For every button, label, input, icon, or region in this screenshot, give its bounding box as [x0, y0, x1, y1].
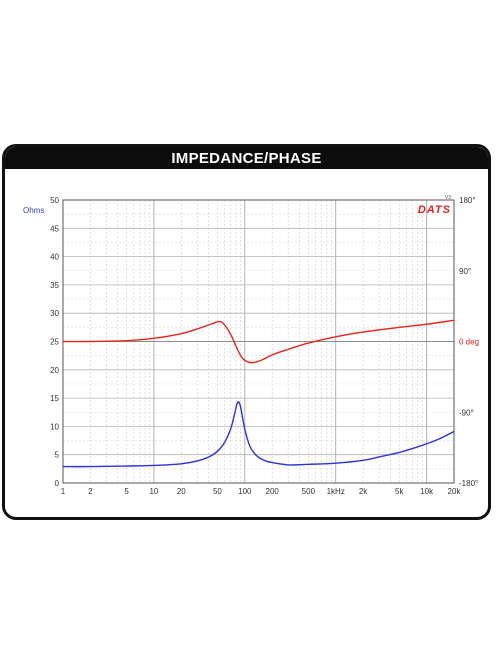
- y2-tick-label: 180°: [459, 196, 476, 205]
- x-tick-label: 10k: [420, 487, 434, 496]
- x-tick-label: 5: [124, 487, 129, 496]
- y-tick-label: 45: [50, 224, 59, 233]
- brand-logo: DATS: [418, 204, 451, 216]
- x-tick-label: 5k: [395, 487, 404, 496]
- chart-panel: IMPEDANCE/PHASE 0 5 10 15 20 25 30 35 40 45 50 Ohms…: [2, 144, 491, 520]
- x-tick-label: 20: [177, 487, 186, 496]
- y2-tick-label: 90°: [459, 267, 471, 276]
- x-tick-label: 50: [213, 487, 222, 496]
- y-tick-label: 25: [50, 338, 59, 347]
- y-tick-label: 40: [50, 253, 59, 262]
- x-tick-label: 2: [88, 487, 93, 496]
- y2-tick-label: 0 deg: [459, 338, 479, 347]
- y2-tick-label: -180°: [459, 479, 478, 488]
- y-tick-label: 20: [50, 366, 59, 375]
- x-tick-label: 1kHz: [327, 487, 345, 496]
- brand-version: V3: [445, 195, 451, 201]
- y-tick-label: 30: [50, 309, 59, 318]
- x-tick-label: 500: [302, 487, 316, 496]
- x-tick-label: 100: [238, 487, 252, 496]
- y-tick-label: 50: [50, 196, 59, 205]
- y-tick-label: 0: [55, 479, 60, 488]
- x-tick-label: 2k: [359, 487, 368, 496]
- y-axis-label: Ohms: [23, 206, 44, 215]
- x-tick-label: 10: [149, 487, 158, 496]
- x-tick-label: 1: [61, 487, 66, 496]
- phase-curve: [62, 319, 455, 364]
- y2-tick-label: -90°: [459, 408, 474, 417]
- y-tick-label: 5: [55, 451, 60, 460]
- x-tick-label: 20k: [448, 487, 462, 496]
- impedance-curve: [62, 401, 455, 468]
- y-tick-label: 15: [50, 394, 59, 403]
- x-tick-label: 200: [266, 487, 280, 496]
- y-tick-label: 35: [50, 281, 59, 290]
- y-tick-label: 10: [50, 422, 59, 431]
- chart-title: IMPEDANCE/PHASE: [5, 147, 488, 169]
